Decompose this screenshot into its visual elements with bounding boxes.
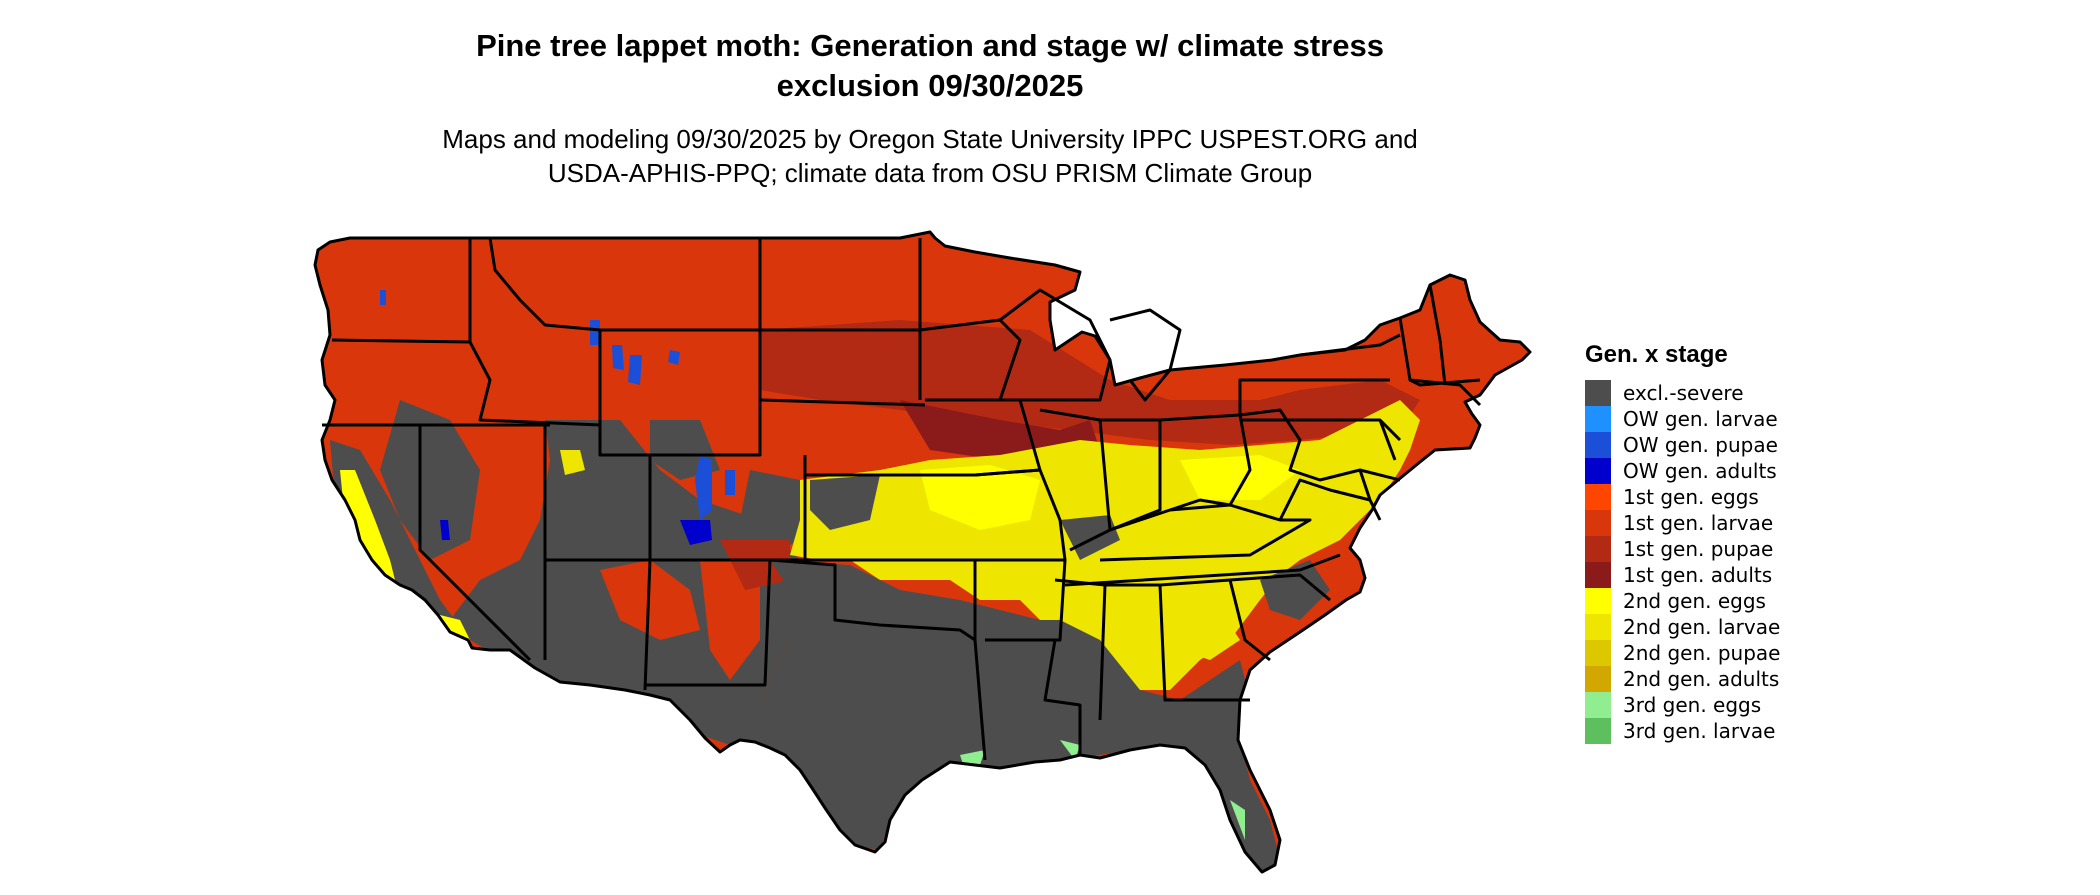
- legend-label: 1st gen. adults: [1623, 563, 1773, 587]
- us-map-svg: [313, 230, 1532, 874]
- legend-item: 2nd gen. pupae: [1585, 640, 2065, 666]
- legend-item: 2nd gen. adults: [1585, 666, 2065, 692]
- us-map: [300, 215, 1580, 895]
- map-title-line-1: Pine tree lappet moth: Generation and st…: [476, 28, 1384, 63]
- legend-swatch: [1585, 562, 1611, 588]
- legend-label: 2nd gen. larvae: [1623, 615, 1781, 639]
- legend-item: 1st gen. pupae: [1585, 536, 2065, 562]
- legend: Gen. x stage excl.-severe OW gen. larvae O…: [1585, 340, 2065, 744]
- legend-item: 1st gen. larvae: [1585, 510, 2065, 536]
- legend-swatch: [1585, 458, 1611, 484]
- legend-item: OW gen. larvae: [1585, 406, 2065, 432]
- legend-swatch: [1585, 666, 1611, 692]
- legend-label: 1st gen. larvae: [1623, 511, 1774, 535]
- legend-swatch: [1585, 718, 1611, 744]
- legend-label: 2nd gen. eggs: [1623, 589, 1766, 613]
- legend-label: 1st gen. pupae: [1623, 537, 1774, 561]
- legend-swatch: [1585, 510, 1611, 536]
- legend-label: OW gen. larvae: [1623, 407, 1778, 431]
- legend-items: excl.-severe OW gen. larvae OW gen. pupae O…: [1585, 380, 2065, 744]
- legend-swatch: [1585, 614, 1611, 640]
- legend-label: 3rd gen. larvae: [1623, 719, 1776, 743]
- legend-label: OW gen. adults: [1623, 459, 1777, 483]
- legend-item: 3rd gen. larvae: [1585, 718, 2065, 744]
- state-borders: [313, 230, 1532, 874]
- legend-swatch: [1585, 588, 1611, 614]
- legend-item: OW gen. pupae: [1585, 432, 2065, 458]
- legend-item: 3rd gen. eggs: [1585, 692, 2065, 718]
- legend-label: 3rd gen. eggs: [1623, 693, 1762, 717]
- map-title-line-2: exclusion 09/30/2025: [776, 68, 1084, 103]
- legend-label: excl.-severe: [1623, 381, 1744, 405]
- legend-swatch: [1585, 406, 1611, 432]
- legend-item: 1st gen. adults: [1585, 562, 2065, 588]
- legend-item: 2nd gen. eggs: [1585, 588, 2065, 614]
- legend-label: OW gen. pupae: [1623, 433, 1778, 457]
- legend-title: Gen. x stage: [1585, 341, 1728, 368]
- legend-swatch: [1585, 536, 1611, 562]
- map-subtitle-line-2: USDA-APHIS-PPQ; climate data from OSU PR…: [547, 158, 1313, 188]
- legend-item: 1st gen. eggs: [1585, 484, 2065, 510]
- legend-swatch: [1585, 380, 1611, 406]
- legend-swatch: [1585, 484, 1611, 510]
- legend-label: 1st gen. eggs: [1623, 485, 1759, 509]
- legend-item: OW gen. adults: [1585, 458, 2065, 484]
- legend-item: excl.-severe: [1585, 380, 2065, 406]
- legend-label: 2nd gen. adults: [1623, 667, 1780, 691]
- legend-item: 2nd gen. larvae: [1585, 614, 2065, 640]
- legend-swatch: [1585, 432, 1611, 458]
- map-regions: [315, 232, 1530, 872]
- legend-swatch: [1585, 640, 1611, 666]
- map-subtitle-line-1: Maps and modeling 09/30/2025 by Oregon S…: [442, 124, 1418, 154]
- legend-label: 2nd gen. pupae: [1623, 641, 1781, 665]
- legend-swatch: [1585, 692, 1611, 718]
